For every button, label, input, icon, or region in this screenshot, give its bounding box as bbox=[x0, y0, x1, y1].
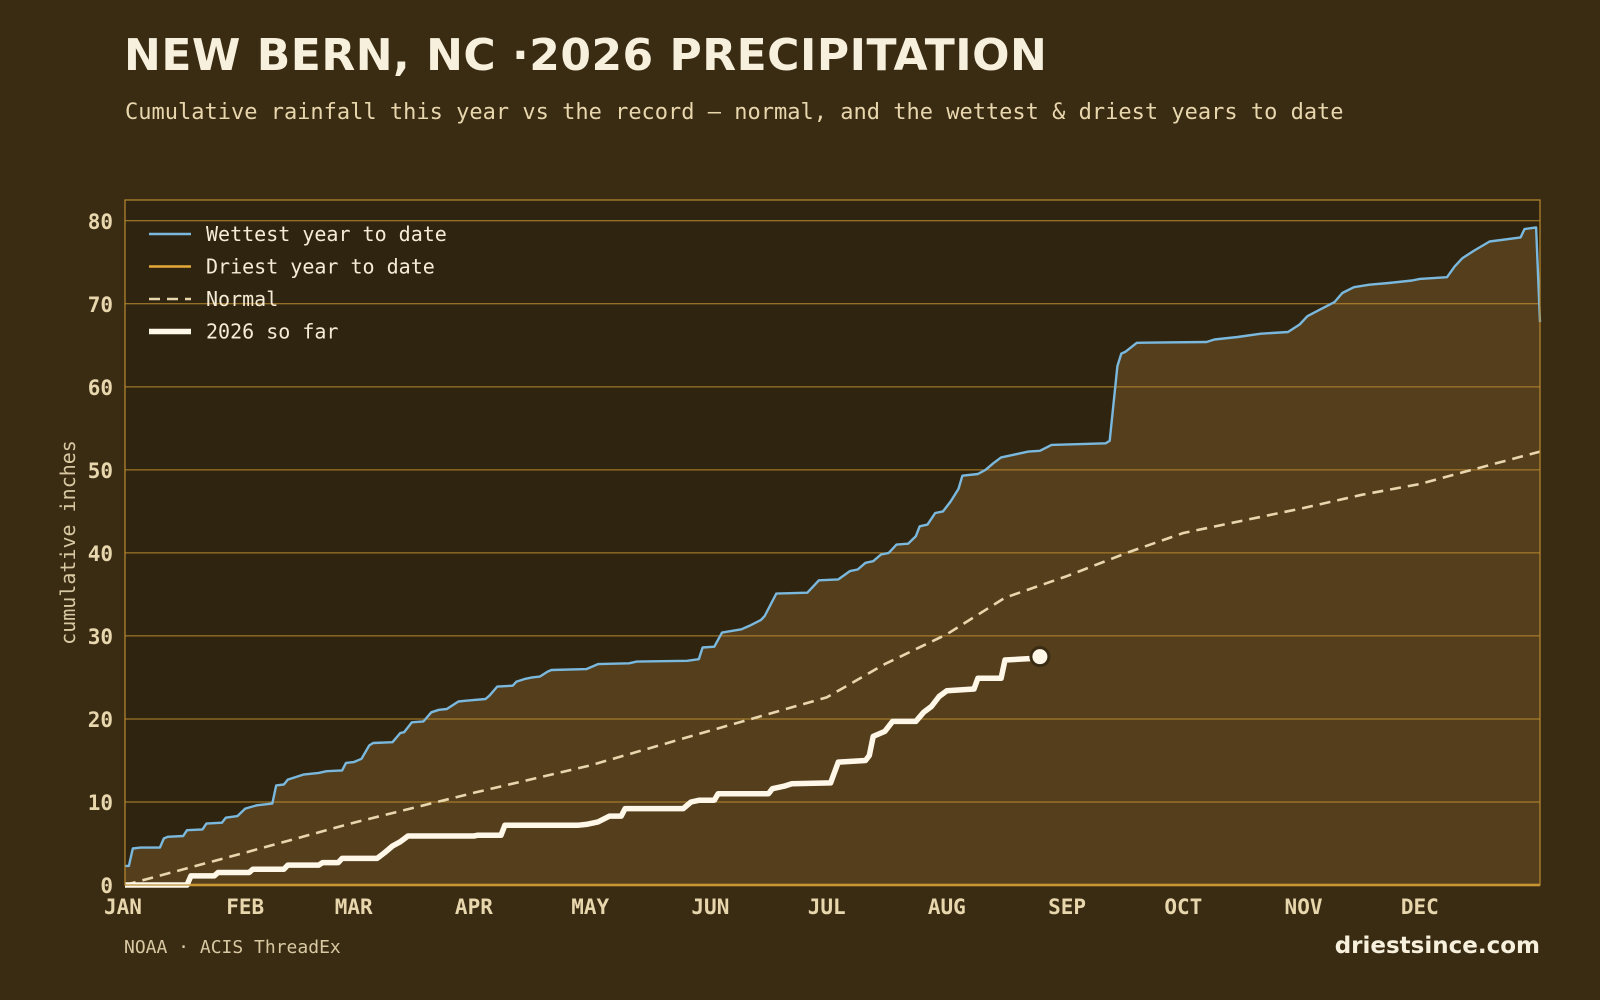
x-tick-label: FEB bbox=[226, 895, 264, 919]
wettest-line bbox=[125, 226, 1542, 868]
chart-subtitle: Cumulative rainfall this year vs the rec… bbox=[125, 100, 1344, 125]
y-tick-label: 10 bbox=[88, 791, 113, 815]
y-axis-label: cumulative inches bbox=[56, 440, 80, 645]
x-tick-label: SEP bbox=[1048, 895, 1086, 919]
x-tick-label: APR bbox=[455, 895, 493, 919]
y-tick-label: 0 bbox=[100, 874, 113, 898]
y-tick-label: 50 bbox=[88, 459, 113, 483]
x-tick-label: OCT bbox=[1164, 895, 1202, 919]
legend: Wettest year to date Driest year to date N… bbox=[149, 222, 447, 344]
y-tick-label: 80 bbox=[88, 210, 113, 234]
x-tick-label: DEC bbox=[1401, 895, 1439, 919]
y-tick-label: 40 bbox=[88, 542, 113, 566]
x-tick-label: MAY bbox=[571, 895, 609, 919]
x-tick-label: MAR bbox=[335, 895, 373, 919]
x-tick-label: JUL bbox=[808, 895, 846, 919]
legend-label: 2026 so far bbox=[206, 320, 338, 344]
x-tick-label: JUN bbox=[691, 895, 729, 919]
legend-label: Normal bbox=[206, 287, 278, 311]
x-tick-label: NOV bbox=[1285, 895, 1323, 919]
legend-label: Wettest year to date bbox=[206, 222, 447, 246]
y-tick-label: 70 bbox=[88, 293, 113, 317]
current-year-line bbox=[125, 654, 1041, 888]
x-tick-label: JAN bbox=[104, 895, 142, 919]
y-axis-ticks: 0 10 20 30 40 50 60 70 80 bbox=[88, 210, 113, 898]
wettest-driest-band bbox=[125, 227, 1540, 885]
y-tick-label: 60 bbox=[88, 376, 113, 400]
current-day-marker bbox=[1029, 646, 1051, 668]
y-tick-label: 20 bbox=[88, 708, 113, 732]
data-source: NOAA · ACIS ThreadEx bbox=[124, 937, 341, 958]
plot-frame bbox=[124, 199, 1541, 886]
y-tick-label: 30 bbox=[88, 625, 113, 649]
x-axis-ticks: JAN FEB MAR APR MAY JUN JUL AUG SEP OCT NOV DEC bbox=[104, 895, 1439, 919]
site-link[interactable]: driestsince.com bbox=[1334, 933, 1540, 959]
legend-label: Driest year to date bbox=[206, 255, 435, 279]
x-tick-label: AUG bbox=[928, 895, 966, 919]
chart-title: NEW BERN, NC ·2026 PRECIPITATION bbox=[124, 30, 1048, 81]
